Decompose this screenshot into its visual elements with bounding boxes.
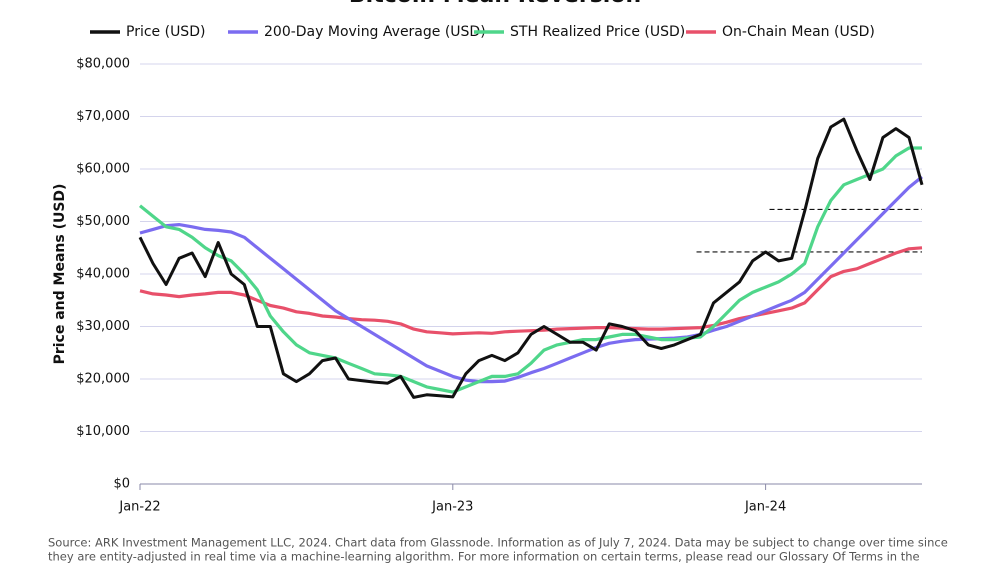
y-tick-label: $10,000 [76,424,130,439]
y-tick-label: $80,000 [76,57,130,72]
y-axis-title: Price and Means (USD) [52,184,68,365]
x-tick-label: Jan-24 [744,500,786,515]
x-tick-label: Jan-23 [431,500,473,515]
legend-label: STH Realized Price (USD) [510,24,685,40]
y-tick-label: $70,000 [76,109,130,124]
legend-label: Price (USD) [126,24,205,40]
y-tick-label: $0 [113,477,130,492]
y-tick-label: $50,000 [76,214,130,229]
footnote: Source: ARK Investment Management LLC, 2… [48,536,948,550]
y-tick-label: $40,000 [76,267,130,282]
series-line [138,146,922,394]
series-line [139,246,923,336]
series-line [139,175,924,384]
y-tick-label: $30,000 [76,319,130,334]
legend-label: On-Chain Mean (USD) [722,24,875,40]
x-tick-label: Jan-22 [118,500,160,515]
legend-label: 200-Day Moving Average (USD) [264,24,486,40]
chart-title: Bitcoin Mean Reversion [349,0,641,8]
series-line [138,117,924,399]
y-tick-label: $20,000 [76,372,130,387]
footnote: they are entity-adjusted in real time vi… [48,550,920,564]
y-tick-label: $60,000 [76,162,130,177]
